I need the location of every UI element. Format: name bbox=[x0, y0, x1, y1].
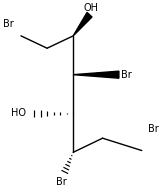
Text: Br: Br bbox=[121, 70, 131, 80]
Text: Br: Br bbox=[56, 177, 67, 187]
Text: Br: Br bbox=[148, 124, 159, 134]
Polygon shape bbox=[73, 71, 119, 78]
Text: Br: Br bbox=[3, 19, 14, 29]
Text: OH: OH bbox=[84, 3, 99, 13]
Polygon shape bbox=[73, 12, 92, 36]
Text: HO: HO bbox=[11, 108, 26, 119]
